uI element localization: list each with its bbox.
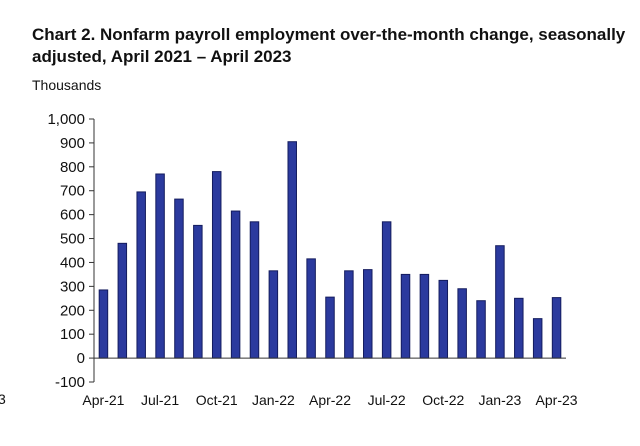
chart-title: Chart 2. Nonfarm payroll employment over… [32, 25, 626, 66]
bars [98, 141, 562, 359]
bar-apr-22 [325, 296, 335, 359]
bar-dec-22 [476, 300, 486, 359]
y-tick-label: 600 [60, 207, 85, 224]
bar-mar-23 [532, 318, 543, 359]
bar-apr-21 [98, 289, 109, 359]
y-tick-label: 1,000 [47, 111, 85, 128]
bar-jul-21 [155, 173, 165, 359]
x-tick-label: Oct-21 [196, 392, 238, 408]
bar-may-22 [344, 270, 354, 359]
y-tick-label: -100 [55, 374, 85, 391]
y-tick-label: 200 [60, 302, 85, 319]
bar-nov-22 [457, 288, 467, 359]
edge-fragment-label: 3 [0, 391, 6, 407]
x-tick-label: Apr-23 [536, 392, 578, 408]
bar-sep-22 [419, 273, 430, 359]
bar-apr-23 [551, 297, 562, 359]
bar-feb-22 [287, 141, 297, 359]
y-tick-label: 500 [60, 231, 85, 248]
x-tick-label: Jul-22 [368, 392, 406, 408]
x-tick-label: Apr-22 [309, 392, 351, 408]
bar-dec-21 [249, 221, 260, 359]
bar-nov-21 [230, 210, 241, 359]
x-tick-label: Jan-23 [479, 392, 522, 408]
y-tick-label: 300 [60, 278, 85, 295]
x-tick-label: Apr-21 [82, 392, 124, 408]
x-tick-label: Jul-21 [141, 392, 179, 408]
bar-feb-23 [514, 297, 524, 359]
y-tick-label: 100 [60, 326, 85, 343]
y-tick-label: 0 [77, 350, 85, 367]
y-tick-label: 900 [60, 135, 85, 152]
bar-jan-22 [268, 270, 279, 359]
bar-jan-23 [495, 245, 505, 359]
bar-aug-21 [174, 198, 184, 359]
y-tick-label: 700 [60, 183, 85, 200]
bar-oct-22 [438, 279, 449, 359]
axes [93, 119, 566, 382]
bar-mar-22 [306, 258, 316, 359]
bar-jun-22 [363, 269, 373, 359]
bar-sep-21 [193, 224, 203, 359]
y-tick-label: 800 [60, 159, 85, 176]
bar-jun-21 [136, 191, 146, 359]
bar-aug-22 [400, 273, 411, 359]
y-tick-label: 400 [60, 254, 85, 271]
x-tick-label: Jan-22 [252, 392, 295, 408]
bar-may-21 [117, 242, 128, 359]
bar-oct-21 [211, 171, 222, 359]
x-tick-label: Oct-22 [422, 392, 464, 408]
y-axis-unit-label: Thousands [32, 77, 102, 93]
y-axis-ticks: -100 0 100 200 300 400 500 600 700 800 900 1,000 [47, 111, 94, 391]
x-axis-labels: Apr-21 Jul-21 Oct-21 Jan-22 Apr-22 Jul-22 Oct-… [0, 391, 578, 408]
bar-jul-22 [381, 221, 392, 359]
